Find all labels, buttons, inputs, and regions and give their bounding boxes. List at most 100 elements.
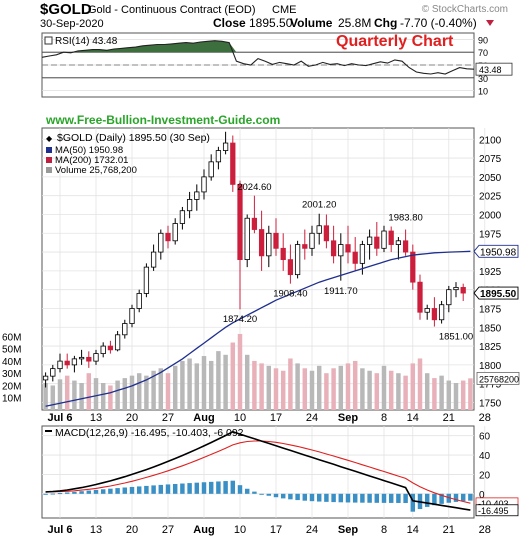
candle-body — [143, 266, 150, 294]
ma50-legend: MA(50) 1950.98 — [55, 145, 123, 156]
volume-bar — [108, 385, 113, 410]
macd-histogram-bar — [230, 480, 236, 494]
macd-histogram-bar — [388, 493, 394, 503]
candle-body — [158, 232, 164, 253]
macd-histogram-bar — [396, 493, 401, 503]
volume-bar — [396, 373, 401, 410]
macd-histogram-bar — [439, 493, 444, 504]
candle-body — [172, 223, 178, 242]
candle-body — [258, 229, 265, 257]
volume-bar — [295, 363, 300, 410]
candle-body — [208, 161, 214, 178]
rsi-legend: RSI(14) 43.48 — [55, 36, 118, 47]
candle-body — [57, 360, 63, 370]
price-x-label: 24 — [306, 412, 318, 424]
price-tick-label: 1800 — [479, 361, 502, 372]
macd-histogram-bar — [223, 481, 228, 494]
volume-bar — [223, 354, 228, 410]
quarterly-chart-title: Quarterly Chart — [336, 33, 454, 50]
volume-bar — [360, 368, 365, 410]
candle-body — [230, 142, 236, 185]
macd-histogram-bar — [309, 493, 315, 502]
volume-bar — [403, 375, 408, 410]
price-annotation: 2001.20 — [302, 200, 336, 211]
candle-body — [114, 334, 121, 351]
volume-bar — [324, 373, 329, 410]
macd-histogram-bar — [172, 483, 178, 494]
last-price-value: 1895.50 — [480, 289, 517, 300]
macd-histogram-bar — [410, 493, 416, 512]
volume-bar — [460, 380, 466, 410]
price-x-label: Jul 6 — [47, 412, 72, 424]
candle-body — [150, 251, 157, 268]
macd-x-label: 24 — [306, 524, 318, 536]
candle-body — [165, 232, 171, 242]
price-tick-label: 1850 — [479, 323, 502, 334]
candle-body — [186, 199, 193, 212]
ma50-legend-icon — [46, 147, 52, 153]
macd-tick-label: 0 — [479, 490, 485, 501]
macd-x-label: 27 — [162, 524, 174, 536]
macd-last-value: -16.495 — [478, 506, 509, 516]
candle-body — [381, 230, 387, 249]
macd-x-label: 8 — [381, 524, 387, 536]
candle-body — [316, 225, 322, 234]
price-annotation: 1874.20 — [223, 314, 257, 325]
candle-body — [366, 236, 373, 245]
macd-histogram-bar — [86, 490, 92, 494]
macd-histogram-bar — [446, 493, 452, 503]
macd-histogram-bar — [57, 493, 63, 495]
macd-x-label: 21 — [443, 524, 455, 536]
price-panel: 1750177518001825185018751900192519501975… — [2, 127, 520, 424]
candle-body — [86, 356, 92, 362]
macd-x-label: 14 — [407, 524, 419, 536]
volume-bar — [180, 360, 185, 410]
price-legend: $GOLD (Daily) 1895.50 (30 Sep) — [57, 132, 210, 144]
macd-legend-icon — [45, 430, 52, 432]
price-frame — [41, 127, 475, 411]
volume-bar — [122, 378, 128, 410]
volume-bar — [194, 363, 200, 410]
macd-histogram-bar — [187, 483, 192, 494]
macd-histogram-bar — [288, 493, 293, 500]
macd-histogram-bar — [367, 493, 372, 503]
macd-histogram-bar — [43, 493, 48, 495]
candle-body — [50, 368, 56, 377]
candle-body — [71, 358, 78, 366]
candle-body — [287, 259, 294, 276]
macd-histogram-bar — [244, 488, 250, 494]
macd-histogram-bar — [460, 493, 466, 502]
macd-signal-line — [45, 440, 471, 504]
macd-histogram-bar — [108, 488, 113, 494]
symbol-title: $GOLD — [40, 1, 92, 18]
candle-body — [446, 289, 452, 306]
macd-histogram-bar — [165, 484, 171, 494]
macd-histogram-bar — [259, 493, 264, 495]
volume-bar — [410, 363, 416, 410]
volume-bar — [144, 375, 149, 410]
volume-bar — [115, 380, 120, 410]
rsi-legend-icon — [44, 36, 53, 45]
candle-body — [330, 240, 337, 257]
volume-bar — [237, 333, 243, 410]
macd-histogram-bar — [345, 493, 351, 503]
macd-histogram-bar — [216, 481, 221, 494]
volume-legend-icon — [46, 167, 52, 173]
price-x-label: Aug — [193, 412, 214, 424]
volume-bar — [43, 383, 48, 410]
volume-tick-label: 20M — [2, 381, 21, 392]
macd-histogram-bar — [403, 493, 408, 503]
volume-bar — [165, 373, 171, 410]
macd-histogram-bar — [100, 489, 106, 494]
macd-last-tag — [475, 504, 519, 517]
chg-value: -7.70 (-0.40%) — [400, 16, 477, 30]
macd-x-label: Aug — [193, 524, 214, 536]
volume-bar — [424, 373, 430, 410]
volume-bar — [309, 370, 315, 410]
volume-tick-label: 10M — [2, 394, 21, 405]
ma200-legend: MA(200) 1732.01 — [55, 155, 128, 166]
candle-body — [374, 236, 380, 249]
macd-x-label: Sep — [338, 524, 358, 536]
volume-tick-label: 30M — [2, 369, 21, 380]
candle-body — [194, 191, 200, 200]
